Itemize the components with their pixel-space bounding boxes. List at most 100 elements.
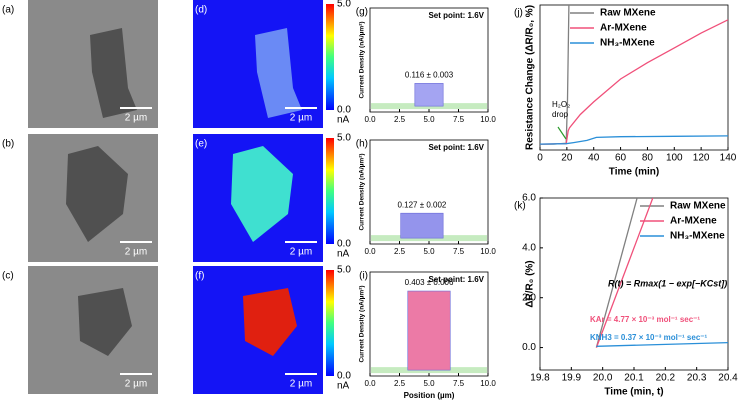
x-tick-label: 19.8 [530, 373, 550, 384]
x-tick-label: 20.3 [687, 373, 707, 384]
y-axis-label: Current Density (nA/µm²) [359, 21, 366, 98]
panel-label: (d) [195, 5, 207, 16]
profile-bar [414, 83, 444, 107]
x-tick-label: 120 [693, 153, 710, 164]
x-tick-label: 20.2 [656, 373, 676, 384]
y-axis-label: Current Density (nA/µm²) [359, 153, 366, 230]
panel-label: (a) [2, 5, 14, 16]
set-point: Set point: 1.6V [428, 275, 484, 284]
x-tick-label: 5.0 [423, 115, 435, 124]
series-line [540, 135, 728, 145]
scale-bar-label: 2 µm [125, 113, 147, 124]
colorbar-unit: nA [337, 381, 350, 392]
colorbar-unit: nA [337, 115, 350, 126]
drop-arrow [557, 126, 567, 140]
colorbar-tick-label: 0.0 [337, 239, 351, 250]
x-tick-label: 0.0 [364, 115, 376, 124]
panel-label: (k) [514, 201, 526, 212]
x-tick-label: 5.0 [423, 379, 435, 388]
annotation: drop [552, 110, 569, 119]
x-tick-label: 40 [588, 153, 600, 164]
flake [66, 146, 128, 242]
annotation: H₂O₂ [552, 100, 570, 109]
annotation: KNH3 = 0.37 × 10⁻³ mol⁻¹ sec⁻¹ [590, 333, 707, 342]
x-tick-label: 0 [537, 153, 543, 164]
series-line [595, 198, 638, 348]
legend-label: NH₃-MXene [670, 231, 725, 242]
plot-area [539, 4, 729, 151]
x-axis-label: Time (min, t) [604, 387, 663, 398]
x-axis-label: Time (min) [609, 167, 659, 178]
x-tick-label: 10.0 [480, 247, 496, 256]
panel-label: (c) [2, 271, 14, 282]
flake [243, 288, 297, 356]
x-tick-label: 2.5 [394, 247, 406, 256]
panel-label: (g) [356, 7, 368, 18]
colorbar [326, 4, 334, 110]
value-label: 0.127 ± 0.002 [397, 200, 446, 209]
y-tick-label: 6.0 [522, 193, 536, 204]
profile-bar [400, 212, 444, 239]
x-tick-label: 0.0 [364, 379, 376, 388]
x-tick-label: 10.0 [480, 115, 496, 124]
x-tick-label: 7.5 [453, 115, 465, 124]
panel-label: (j) [514, 8, 523, 19]
panel-label: (h) [356, 139, 368, 150]
x-tick-label: 2.5 [394, 115, 406, 124]
x-tick-label: 5.0 [423, 247, 435, 256]
legend-label: Ar-MXene [670, 216, 717, 227]
panel-label: (b) [2, 139, 14, 150]
series-line [595, 198, 654, 348]
x-tick-label: 20.4 [718, 373, 738, 384]
annotation: KAr = 4.77 × 10⁻³ mol⁻¹ sec⁻¹ [590, 315, 700, 324]
x-tick-label: 20.1 [624, 373, 644, 384]
x-tick-label: 0.0 [364, 247, 376, 256]
legend-label: Raw MXene [600, 8, 656, 19]
y-tick-label: 0.0 [522, 342, 536, 353]
value-label: 0.116 ± 0.003 [405, 70, 454, 79]
x-tick-label: 140 [720, 153, 737, 164]
y-tick-label: 4.0 [522, 242, 536, 253]
x-tick-label: 2.5 [394, 379, 406, 388]
colorbar-tick-label: 0.0 [337, 105, 351, 116]
colorbar-unit: nA [337, 249, 350, 260]
set-point: Set point: 1.6V [428, 143, 484, 152]
x-tick-label: 10.0 [480, 379, 496, 388]
annotation: R(t) = Rmax(1 − exp[−KCst]) [608, 278, 727, 288]
colorbar-tick-label: 5.0 [337, 265, 351, 276]
panel-label: (e) [195, 139, 207, 150]
profile-bar [407, 290, 451, 371]
flake [90, 28, 137, 118]
legend-label: NH₃-MXene [600, 38, 655, 49]
scale-bar-label: 2 µm [290, 113, 312, 124]
series-line [596, 341, 728, 347]
x-tick-label: 7.5 [453, 247, 465, 256]
x-tick-label: 60 [615, 153, 627, 164]
legend-label: Ar-MXene [600, 23, 647, 34]
panel-label: (f) [195, 271, 204, 282]
series-line [540, 5, 570, 145]
scale-bar-label: 2 µm [290, 247, 312, 258]
panel-label: (i) [359, 271, 368, 282]
y-axis-label: Resistance Change (ΔR/R₀, %) [525, 5, 536, 150]
x-axis-label: Position (µm) [404, 391, 455, 400]
y-axis-label: Current Density (nA/µm²) [359, 285, 366, 362]
x-tick-label: 19.9 [562, 373, 582, 384]
colorbar-tick-label: 0.0 [337, 371, 351, 382]
colorbar [326, 138, 334, 244]
x-tick-label: 20 [561, 153, 573, 164]
value-label: 0.403 ± 0.006 [405, 278, 454, 287]
series-line [540, 19, 728, 145]
flake [231, 146, 293, 242]
scale-bar-label: 2 µm [125, 247, 147, 258]
colorbar-tick-label: 5.0 [337, 133, 351, 144]
colorbar-tick-label: 5.0 [337, 0, 351, 10]
scale-bar-label: 2 µm [290, 379, 312, 390]
x-tick-label: 100 [666, 153, 683, 164]
set-point: Set point: 1.6V [428, 11, 484, 20]
legend-label: Raw MXene [670, 201, 726, 212]
flake [255, 28, 302, 118]
colorbar [326, 270, 334, 376]
x-tick-label: 7.5 [453, 379, 465, 388]
